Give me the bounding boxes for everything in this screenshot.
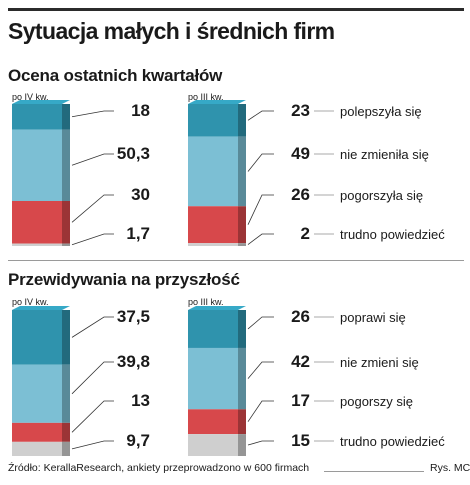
- value-label-1-right-bottom: 26: [291, 185, 310, 204]
- bar-1-left-top-side: [62, 104, 70, 130]
- bar-2-right-middle-segment: [188, 347, 238, 410]
- leader-line: [71, 400, 114, 433]
- leader-line: [247, 440, 274, 446]
- value-label-2-left-middle: 39,8: [117, 352, 150, 371]
- bar-2-left-middle-segment: [12, 364, 62, 423]
- bar-1-left-rest-side: [62, 243, 70, 246]
- author-credit: Rys. MC: [430, 462, 470, 474]
- bar-1-right-bottom-side: [238, 206, 246, 244]
- leader-line: [247, 361, 274, 379]
- bar-2-left-middle-side: [62, 364, 70, 423]
- value-label-2-right-rest: 15: [291, 431, 310, 450]
- leader-line: [247, 316, 274, 330]
- section-divider: [8, 260, 464, 261]
- bar-1-right-top-segment: [188, 104, 238, 137]
- leader-line: [247, 233, 274, 245]
- bar-2-right-bottom-segment: [188, 409, 238, 435]
- category-label-1-rest: trudno powiedzieć: [340, 227, 445, 242]
- value-label-1-right-middle: 49: [291, 144, 310, 163]
- value-label-2-right-middle: 42: [291, 352, 310, 371]
- period-label-1-right: po III kw.: [188, 92, 224, 102]
- source-note: Źródło: KerallaResearch, ankiety przepro…: [8, 462, 310, 474]
- bar-2-left-top-side: [62, 310, 70, 365]
- bar-1-left-rest-segment: [12, 243, 62, 246]
- value-label-1-right-top: 23: [291, 101, 310, 120]
- period-label-1-left: po IV kw.: [12, 92, 49, 102]
- category-label-2-rest: trudno powiedzieć: [340, 434, 445, 449]
- bar-1-right-cap: [188, 100, 246, 104]
- bar-2-right-rest-side: [238, 434, 246, 456]
- bar-2-right-bottom-side: [238, 409, 246, 435]
- bar-2-right-middle-side: [238, 347, 246, 410]
- value-label-1-left-bottom: 30: [131, 185, 150, 204]
- bar-2-right-top-segment: [188, 310, 238, 348]
- bar-1-left-middle-segment: [12, 129, 62, 201]
- bar-2-right-rest-segment: [188, 434, 238, 456]
- leader-line: [247, 400, 274, 422]
- bar-2-right-top-side: [238, 310, 246, 348]
- source-rule: [324, 471, 424, 472]
- bar-2-left-bottom-segment: [12, 422, 62, 442]
- leader-line: [71, 233, 114, 246]
- category-label-2-middle: nie zmieni się: [340, 355, 419, 370]
- leader-line: [71, 316, 114, 338]
- value-label-1-right-rest: 2: [301, 224, 310, 243]
- bar-1-right-middle-segment: [188, 136, 238, 207]
- leader-line: [247, 153, 274, 172]
- period-label-2-right: po III kw.: [188, 297, 224, 307]
- bar-1-left-bottom-segment: [12, 200, 62, 244]
- bar-1-right-top-side: [238, 104, 246, 137]
- bar-2-left-rest-segment: [12, 441, 62, 456]
- bar-1-right-rest-side: [238, 243, 246, 246]
- value-label-1-left-top: 18: [131, 101, 150, 120]
- value-label-2-left-bottom: 13: [131, 391, 150, 410]
- leader-line: [247, 194, 274, 225]
- bar-2-left-rest-side: [62, 441, 70, 456]
- bar-1-right-rest-segment: [188, 243, 238, 246]
- bar-2-right-cap: [188, 306, 246, 310]
- category-label-2-bottom: pogorszy się: [340, 394, 413, 409]
- leader-line: [247, 110, 274, 121]
- top-rule: [8, 8, 464, 11]
- value-label-2-left-rest: 9,7: [126, 431, 150, 450]
- category-label-1-top: polepszyła się: [340, 104, 422, 119]
- category-label-1-middle: nie zmieniła się: [340, 147, 429, 162]
- period-label-2-left: po IV kw.: [12, 297, 49, 307]
- section-title-2: Przewidywania na przyszłość: [8, 270, 240, 289]
- bar-2-left-bottom-side: [62, 422, 70, 442]
- leader-line: [71, 194, 114, 223]
- bar-2-left-cap: [12, 306, 70, 310]
- leader-line: [71, 153, 114, 166]
- bar-1-left-cap: [12, 100, 70, 104]
- bar-2-left-top-segment: [12, 310, 62, 365]
- category-label-2-top: poprawi się: [340, 310, 406, 325]
- value-label-1-left-middle: 50,3: [117, 144, 150, 163]
- value-label-1-left-rest: 1,7: [126, 224, 150, 243]
- section-title-1: Ocena ostatnich kwartałów: [8, 66, 223, 85]
- value-label-2-left-top: 37,5: [117, 307, 150, 326]
- infographic-title: Sytuacja małych i średnich firm: [8, 18, 335, 44]
- bar-1-left-bottom-side: [62, 200, 70, 244]
- leader-line: [71, 110, 114, 118]
- bar-1-right-middle-side: [238, 136, 246, 207]
- category-label-1-bottom: pogorszyła się: [340, 188, 423, 203]
- bar-1-left-top-segment: [12, 104, 62, 130]
- leader-line: [71, 361, 114, 395]
- leader-line: [71, 440, 114, 450]
- bar-1-left-middle-side: [62, 129, 70, 201]
- value-label-2-right-bottom: 17: [291, 391, 310, 410]
- value-label-2-right-top: 26: [291, 307, 310, 326]
- bar-1-right-bottom-segment: [188, 206, 238, 244]
